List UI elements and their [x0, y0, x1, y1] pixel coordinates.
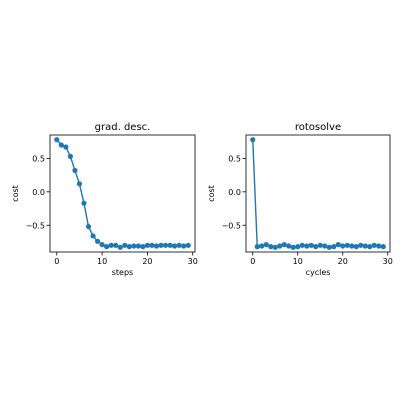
data-point	[176, 242, 182, 248]
data-point	[153, 243, 160, 249]
x-axis-label: steps	[112, 268, 133, 277]
chart-grad-desc: grad. desc. 0 10 20 30 −0.5 0.0 0.5 steps cost	[11, 122, 198, 277]
data-point	[135, 243, 141, 249]
data-point	[250, 137, 256, 143]
series-line	[56, 139, 189, 249]
data-point	[76, 181, 83, 187]
data-point	[263, 242, 269, 248]
data-point	[358, 242, 364, 248]
x-tick-label: 10	[293, 257, 303, 266]
data-point	[162, 242, 169, 248]
data-point	[172, 243, 178, 249]
data-point	[126, 244, 132, 250]
data-point	[335, 242, 341, 248]
x-tick-label: 30	[188, 257, 198, 266]
data-point	[290, 244, 296, 250]
data-point	[331, 244, 337, 250]
data-point	[140, 244, 146, 250]
data-point	[281, 242, 287, 248]
data-point	[113, 242, 119, 248]
data-point	[371, 242, 377, 248]
data-point	[99, 242, 105, 248]
data-point	[295, 244, 301, 250]
y-axis-label: cost	[207, 185, 216, 202]
y-tick-label: 0.5	[228, 154, 241, 163]
x-tick-label: 20	[338, 257, 348, 266]
chart-title: rotosolve	[295, 122, 341, 133]
x-tick-label: 10	[97, 257, 107, 266]
data-point	[308, 242, 314, 248]
chart-title: grad. desc.	[95, 122, 151, 133]
data-point	[272, 244, 278, 250]
data-point	[117, 244, 123, 250]
data-point	[259, 243, 265, 249]
axes-frame	[49, 134, 196, 253]
data-point	[108, 242, 114, 248]
data-point	[254, 244, 260, 250]
data-point	[322, 243, 328, 249]
data-point	[185, 242, 191, 248]
data-point	[340, 243, 346, 249]
x-tick-label: 20	[142, 257, 152, 266]
data-point	[81, 200, 87, 206]
data-point	[149, 242, 155, 248]
data-point	[181, 243, 187, 249]
data-point	[90, 233, 96, 239]
x-tick-label: 30	[383, 257, 393, 266]
data-point	[367, 244, 373, 250]
data-point	[94, 238, 101, 244]
data-point	[85, 223, 92, 230]
data-point	[362, 243, 368, 249]
y-tick-label: −0.5	[26, 221, 45, 230]
data-point	[72, 167, 78, 174]
data-point	[349, 243, 355, 249]
data-point	[158, 242, 164, 248]
y-tick-label: −0.5	[222, 221, 241, 230]
data-point	[353, 244, 359, 250]
data-point	[54, 137, 60, 143]
data-point	[380, 244, 386, 250]
y-axis-label: cost	[11, 185, 20, 202]
chart-rotosolve: rotosolve 0 10 20 30 −0.5 0.0 0.5 cycles cost	[207, 122, 393, 277]
data-point	[277, 243, 283, 249]
x-tick-label: 0	[250, 257, 255, 266]
data-point	[313, 244, 319, 250]
series-line	[252, 139, 384, 249]
data-point	[67, 153, 73, 159]
data-point	[304, 243, 310, 249]
x-axis-label: cycles	[306, 268, 331, 277]
y-tick-label: 0.5	[32, 154, 45, 163]
axes-frame	[245, 134, 391, 253]
data-point	[376, 243, 382, 249]
data-point	[131, 243, 137, 249]
x-tick-label: 0	[54, 257, 59, 266]
data-point	[63, 144, 69, 150]
data-point	[268, 244, 274, 250]
data-point	[122, 242, 128, 248]
data-point	[299, 242, 305, 248]
data-point	[344, 242, 350, 248]
data-point	[167, 242, 173, 248]
data-point	[144, 242, 151, 248]
y-tick-label: 0.0	[32, 188, 45, 197]
data-point	[286, 243, 292, 249]
data-point	[104, 244, 110, 250]
data-point	[317, 242, 323, 248]
data-point	[326, 244, 332, 250]
y-tick-label: 0.0	[228, 188, 241, 197]
data-point	[58, 142, 64, 148]
